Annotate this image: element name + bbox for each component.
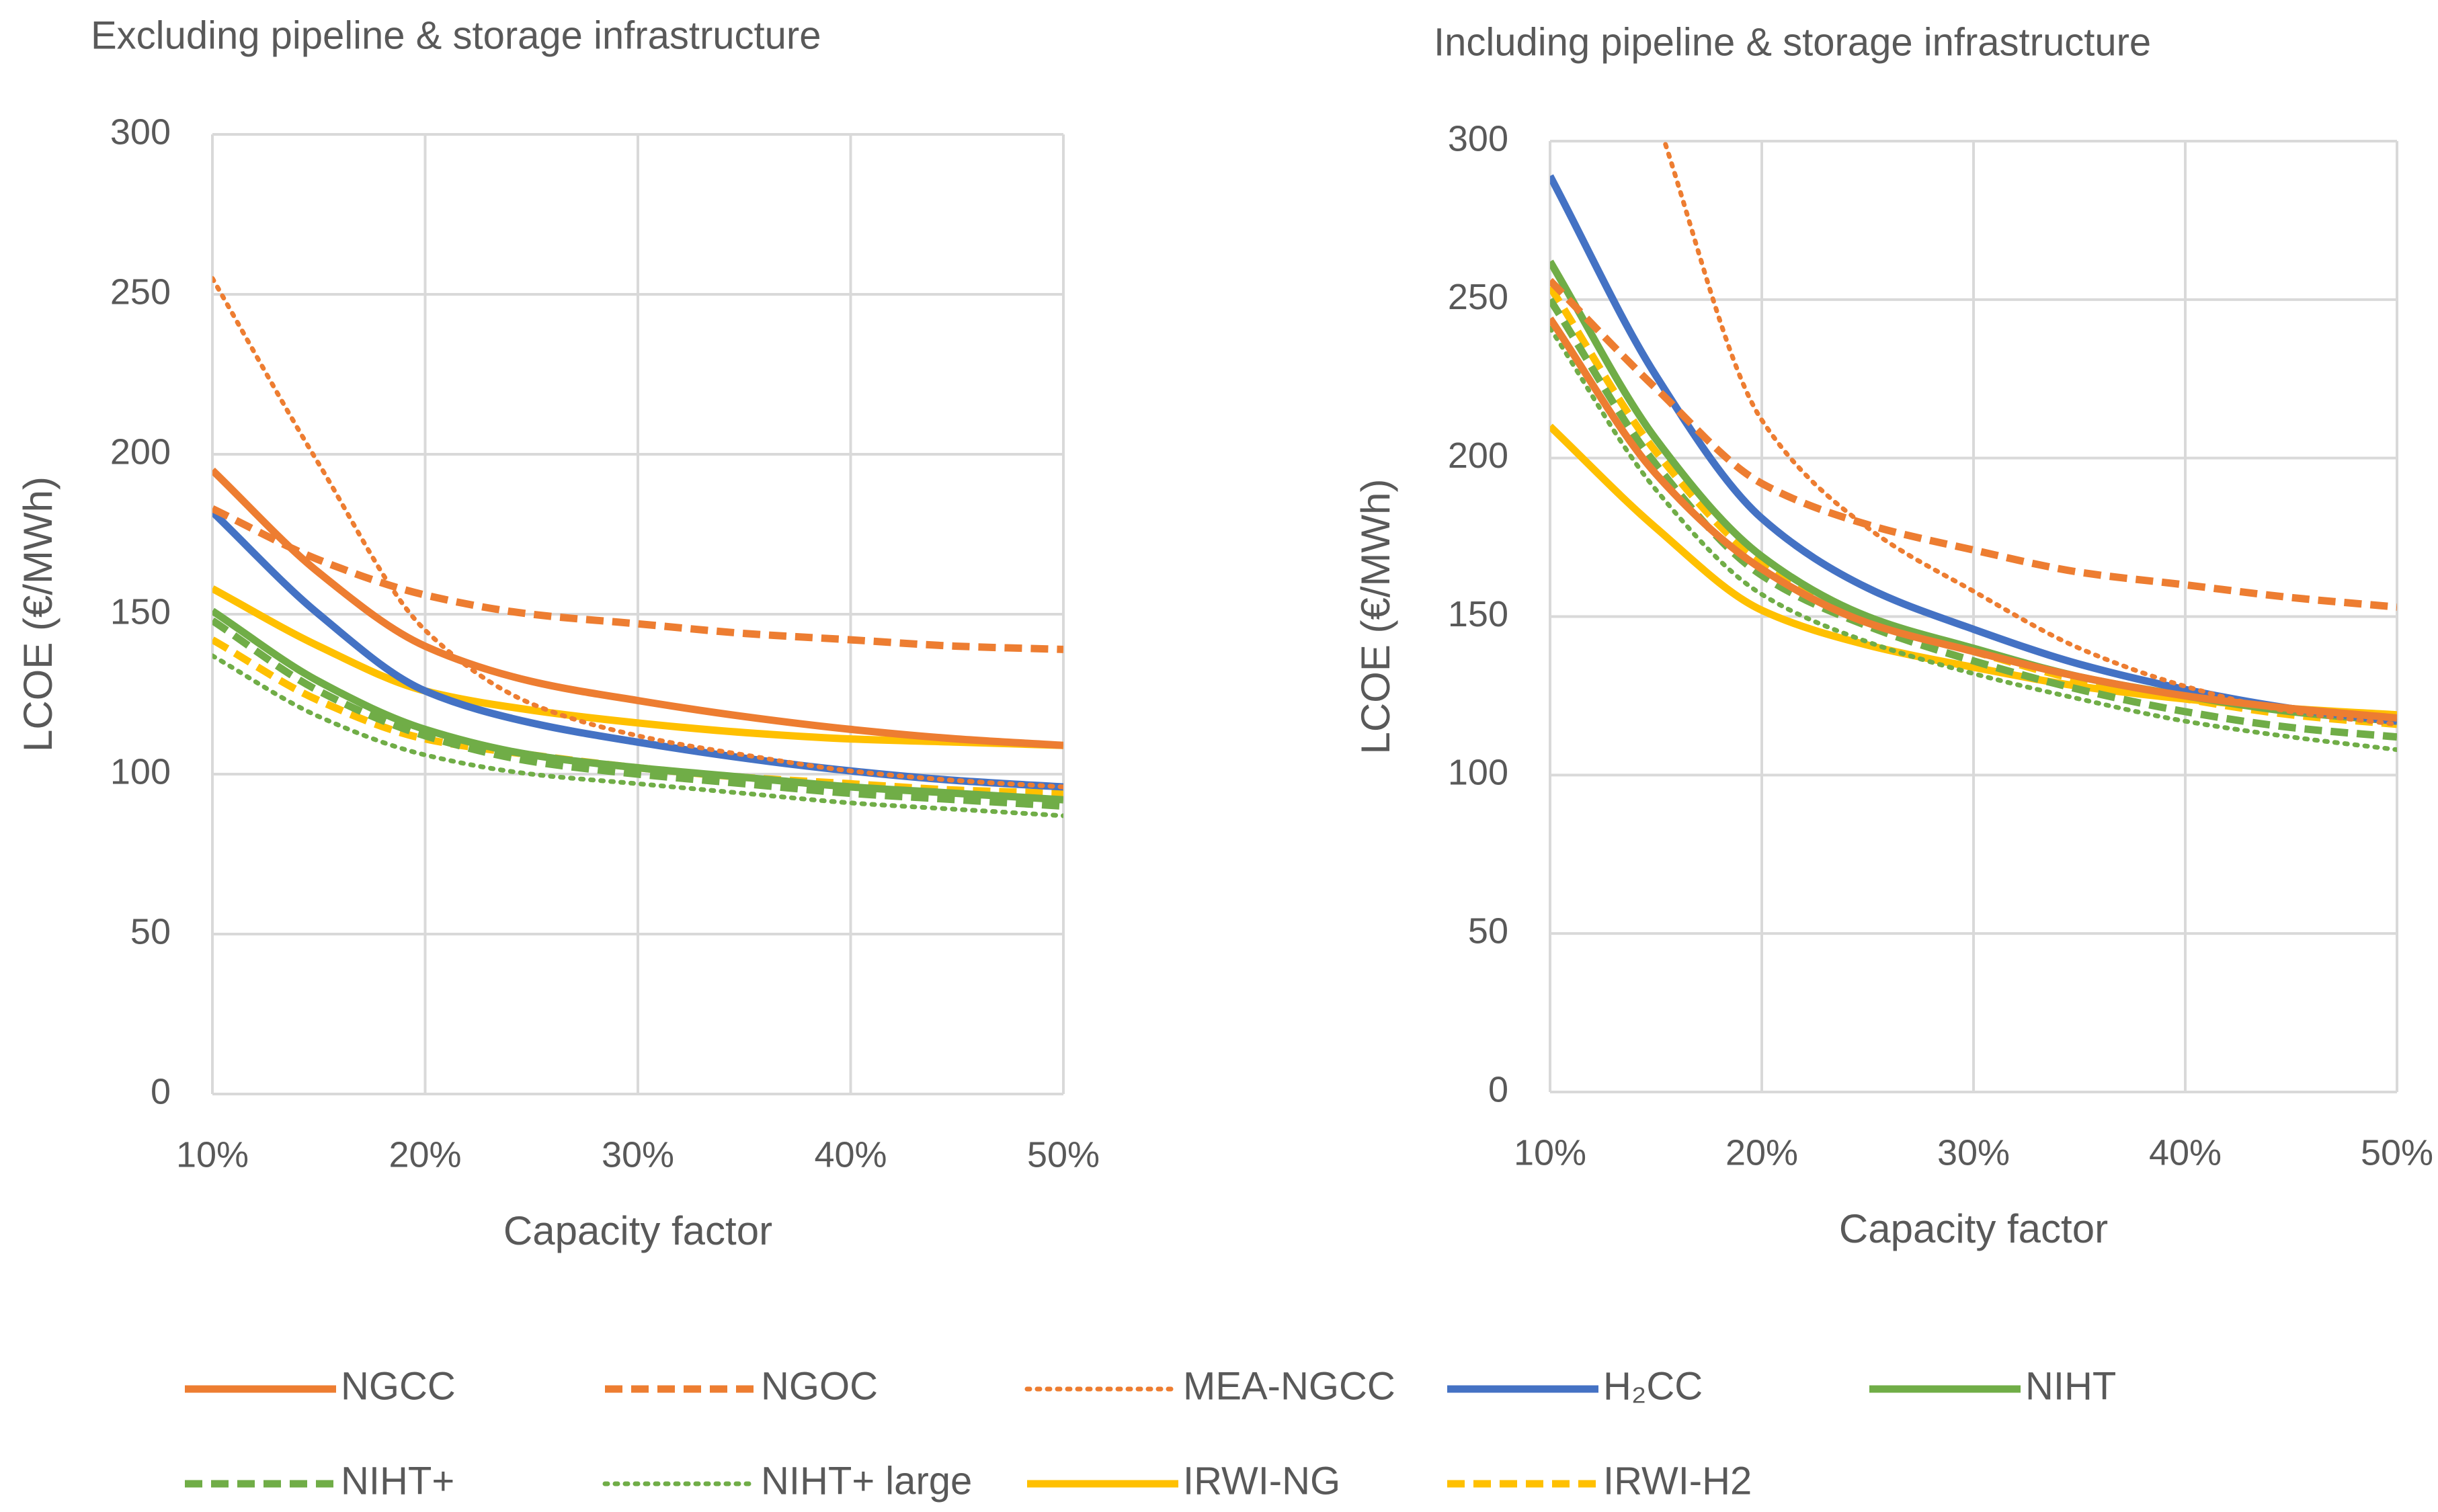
y-tick-label: 50 (130, 911, 171, 952)
legend-label: NGOC (761, 1364, 878, 1408)
chart-right-including-infrastructure: Including pipeline & storage infrastruct… (1353, 20, 2433, 1251)
y-tick-label: 150 (110, 591, 171, 632)
series-line-niht- (212, 617, 1063, 810)
y-tick-label: 50 (1468, 911, 1508, 951)
series-line-niht-large (212, 653, 1063, 818)
y-axis-label: LCOE (€/MWh) (15, 476, 60, 752)
legend-label: H₂CC (1603, 1364, 1703, 1408)
legend-label: NIHT (2025, 1364, 2116, 1408)
x-tick-label: 50% (1027, 1134, 1100, 1175)
y-tick-label: 0 (1488, 1069, 1508, 1109)
x-tick-label: 50% (2361, 1132, 2433, 1173)
series-line-niht (212, 607, 1063, 804)
series-line-mea-ngcc (212, 276, 1063, 790)
chart-left-excluding-infrastructure: Excluding pipeline & storage infrastruct… (15, 13, 1100, 1253)
series-line-ngcc (1550, 317, 2397, 722)
legend-label: IRWI-H2 (1603, 1459, 1752, 1503)
x-axis-label: Capacity factor (1839, 1206, 2108, 1251)
x-tick-label: 30% (602, 1134, 674, 1175)
y-tick-label: 100 (110, 751, 171, 792)
y-tick-label: 300 (1448, 118, 1508, 159)
y-tick-label: 300 (110, 112, 171, 152)
series-line-ngoc (1550, 278, 2397, 611)
legend-label: IRWI-NG (1183, 1459, 1340, 1503)
legend-label: NIHT+ large (761, 1459, 972, 1503)
x-axis-label: Capacity factor (503, 1208, 772, 1253)
x-tick-label: 20% (1725, 1132, 1798, 1173)
x-tick-label: 40% (814, 1134, 887, 1175)
x-tick-label: 10% (1514, 1132, 1586, 1173)
legend: NGCC NGOC MEA-NGCC H₂CC NIHT NIHT+ NIHT+ large… (185, 1364, 2116, 1503)
y-axis-label: LCOE (€/MWh) (1353, 478, 1398, 754)
chart-title: Including pipeline & storage infrastruct… (1434, 20, 2151, 64)
y-tick-label: 150 (1448, 594, 1508, 634)
series-line-ngoc (212, 505, 1063, 653)
series-line-irwi-ng (212, 585, 1063, 749)
y-tick-label: 0 (151, 1071, 171, 1111)
y-tick-label: 200 (110, 431, 171, 472)
y-tick-label: 250 (110, 271, 171, 312)
y-tick-label: 100 (1448, 753, 1508, 793)
x-tick-label: 30% (1937, 1132, 2010, 1173)
x-tick-label: 40% (2149, 1132, 2222, 1173)
x-tick-label: 10% (176, 1134, 249, 1175)
series-line-ngcc (212, 467, 1063, 749)
series-line-niht-large (1550, 325, 2397, 753)
legend-label: MEA-NGCC (1183, 1364, 1395, 1408)
chart-title: Excluding pipeline & storage infrastruct… (91, 13, 821, 57)
series-line-mea-ngcc (1662, 141, 2397, 727)
legend-label: NGCC (341, 1364, 456, 1408)
y-tick-label: 250 (1448, 277, 1508, 317)
legend-label: NIHT+ (341, 1459, 454, 1503)
x-tick-label: 20% (389, 1134, 461, 1175)
y-tick-label: 200 (1448, 435, 1508, 476)
